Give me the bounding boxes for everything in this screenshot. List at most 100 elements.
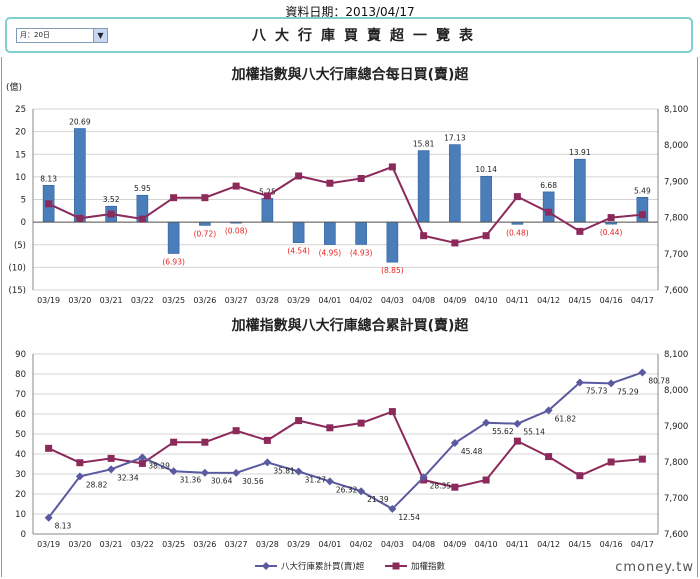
cumulative-marker bbox=[138, 453, 147, 462]
x-tick-label: 04/17 bbox=[631, 296, 654, 305]
bar-value-label: 5.25 bbox=[259, 187, 276, 196]
index-marker bbox=[201, 194, 209, 202]
y2-tick-label: 7,600 bbox=[664, 530, 688, 540]
index-marker bbox=[107, 210, 115, 218]
cumulative-value-label: 31.27 bbox=[305, 475, 327, 484]
cumulative-marker bbox=[388, 504, 397, 513]
index-marker bbox=[388, 408, 396, 416]
bar-value-label: 5.95 bbox=[134, 184, 151, 193]
x-tick-label: 04/01 bbox=[318, 540, 341, 549]
index-marker bbox=[263, 436, 271, 444]
bar-value-label: 6.68 bbox=[540, 181, 557, 190]
bar-value-label: (6.93) bbox=[162, 257, 185, 266]
bar-value-label: 8.13 bbox=[40, 174, 57, 183]
cumulative-marker bbox=[200, 468, 209, 477]
cumulative-marker bbox=[638, 368, 647, 377]
bar-value-label: (8.85) bbox=[381, 266, 404, 275]
bar-value-label: (0.44) bbox=[600, 228, 623, 237]
bar bbox=[355, 221, 367, 245]
index-marker bbox=[232, 427, 240, 435]
cumulative-marker bbox=[544, 406, 553, 415]
index-marker bbox=[607, 214, 615, 222]
x-tick-label: 04/16 bbox=[600, 540, 623, 549]
bar bbox=[480, 175, 492, 223]
x-tick-label: 03/22 bbox=[131, 296, 154, 305]
page-title: 八大行庫買賣超一覽表 bbox=[252, 28, 482, 44]
cumulative-marker bbox=[263, 458, 272, 467]
period-selected-value: 月：20日 bbox=[20, 31, 50, 39]
index-marker bbox=[232, 182, 240, 190]
cumulative-value-label: 12.54 bbox=[398, 513, 420, 522]
cumulative-value-label: 35.81 bbox=[273, 466, 295, 475]
x-tick-label: 04/02 bbox=[350, 540, 373, 549]
watermark: cmoney.tw bbox=[615, 560, 694, 575]
period-dropdown[interactable]: 月：20日 ▼ bbox=[16, 28, 108, 43]
chevron-down-icon[interactable]: ▼ bbox=[93, 29, 107, 42]
bar bbox=[386, 221, 399, 263]
bar-value-label: (4.93) bbox=[350, 248, 373, 257]
x-tick-label: 03/26 bbox=[193, 296, 216, 305]
x-tick-label: 03/27 bbox=[225, 540, 248, 549]
x-tick-label: 03/20 bbox=[68, 296, 91, 305]
index-marker bbox=[107, 454, 115, 462]
x-tick-label: 03/19 bbox=[37, 296, 60, 305]
index-marker bbox=[45, 200, 53, 208]
cumulative-value-label: 8.13 bbox=[55, 522, 72, 531]
index-marker bbox=[451, 483, 459, 491]
cumulative-marker bbox=[575, 378, 584, 387]
x-tick-label: 04/08 bbox=[412, 296, 435, 305]
y-tick-label: 80 bbox=[15, 370, 26, 380]
cumulative-value-label: 55.62 bbox=[492, 427, 514, 436]
y2-tick-label: 8,000 bbox=[664, 141, 688, 151]
bar-value-label: (0.48) bbox=[506, 228, 529, 237]
cumulative-value-label: 61.82 bbox=[555, 414, 577, 423]
cumulative-value-label: 75.29 bbox=[617, 387, 639, 396]
y2-tick-label: 7,900 bbox=[664, 422, 688, 432]
header-panel: 月：20日 ▼ 八大行庫買賣超一覽表 bbox=[5, 17, 693, 53]
right-page-border bbox=[697, 57, 698, 577]
index-marker bbox=[201, 438, 209, 446]
index-marker bbox=[420, 232, 428, 240]
x-tick-label: 04/11 bbox=[506, 296, 529, 305]
y-tick-label: 70 bbox=[15, 390, 26, 400]
legend-label: 八大行庫累計買(賣)超 bbox=[281, 561, 365, 572]
bar-value-label: (0.08) bbox=[225, 226, 248, 235]
index-marker bbox=[482, 232, 490, 240]
x-tick-label: 03/28 bbox=[256, 296, 279, 305]
cumulative-marker bbox=[294, 467, 303, 476]
y-tick-label: 20 bbox=[15, 490, 26, 500]
x-tick-label: 03/22 bbox=[131, 540, 154, 549]
legend-label: 加權指數 bbox=[411, 561, 446, 572]
bar bbox=[449, 144, 461, 223]
cumulative-value-label: 80.78 bbox=[648, 376, 670, 385]
cumulative-marker bbox=[513, 419, 522, 428]
y-tick-label: 15 bbox=[15, 150, 26, 160]
bar-value-label: (0.72) bbox=[194, 229, 217, 238]
bar bbox=[542, 191, 555, 223]
index-marker bbox=[170, 194, 178, 202]
cumulative-value-label: 32.34 bbox=[117, 473, 139, 482]
legend-swatch-marker bbox=[392, 562, 400, 570]
legend-item-index: 加權指數 bbox=[385, 561, 446, 572]
chart-title: 加權指數與八大行庫總合每日買(賣)超 bbox=[231, 66, 470, 83]
x-tick-label: 04/03 bbox=[381, 540, 404, 549]
index-marker bbox=[45, 444, 53, 452]
daily-net-buy-chart: 加權指數與八大行庫總合每日買(賣)超 (億) 25 20 15 10 5 0 (5) (10) (1… bbox=[6, 66, 688, 305]
index-marker bbox=[326, 424, 334, 432]
x-tick-label: 03/25 bbox=[162, 296, 185, 305]
legend-swatch-marker bbox=[262, 562, 270, 570]
x-tick-label: 03/29 bbox=[287, 540, 310, 549]
index-marker bbox=[638, 455, 646, 463]
bar-value-label: 5.49 bbox=[634, 186, 651, 195]
y-tick-label: 30 bbox=[15, 470, 26, 480]
index-line bbox=[48, 165, 643, 244]
x-tick-label: 03/25 bbox=[162, 540, 185, 549]
x-tick-label: 04/09 bbox=[443, 540, 466, 549]
x-tick-label: 04/15 bbox=[568, 296, 591, 305]
cumulative-marker bbox=[482, 418, 491, 427]
cumulative-marker bbox=[107, 465, 116, 474]
bar-value-label: 20.69 bbox=[69, 118, 91, 127]
index-marker bbox=[295, 172, 303, 180]
cumulative-value-label: 26.32 bbox=[336, 485, 358, 494]
bar-value-label: 3.52 bbox=[103, 195, 120, 204]
